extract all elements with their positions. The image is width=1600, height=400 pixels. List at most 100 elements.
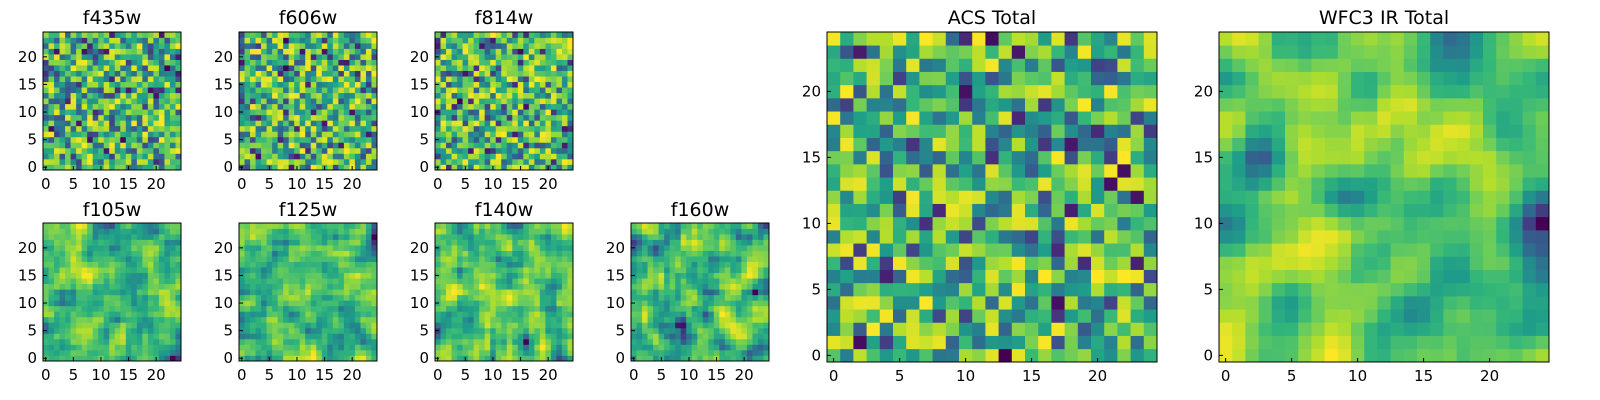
heatmap-cell — [827, 309, 841, 323]
heatmap-cell — [365, 305, 372, 312]
heatmap-cell — [175, 92, 182, 99]
heatmap-cell — [675, 228, 682, 235]
heatmap-cell — [534, 311, 541, 318]
heatmap-cell — [490, 76, 497, 83]
heatmap-cell — [1038, 296, 1052, 310]
heatmap-cell — [653, 267, 659, 274]
heatmap-cell — [305, 76, 312, 83]
heatmap-cell — [669, 245, 676, 251]
heatmap-cell — [142, 120, 149, 127]
heatmap-cell — [109, 355, 116, 362]
heatmap-cell — [556, 153, 563, 160]
heatmap-cell — [479, 158, 486, 165]
heatmap-cell — [81, 272, 88, 279]
heatmap-cell — [299, 278, 306, 285]
heatmap-cell — [250, 278, 256, 285]
heatmap-cell — [985, 150, 999, 165]
heatmap-cell — [103, 338, 110, 345]
heatmap-cell — [495, 355, 502, 362]
heatmap-cell — [479, 283, 486, 290]
heatmap-cell — [142, 158, 149, 165]
heatmap-cell — [153, 289, 160, 296]
heatmap-cell — [561, 250, 568, 257]
heatmap-cell — [305, 70, 312, 77]
heatmap-cell — [283, 355, 290, 362]
heatmap-cell — [893, 230, 907, 244]
heatmap-cell — [545, 48, 552, 55]
heatmap-cell — [266, 114, 273, 121]
heatmap-cell — [479, 153, 486, 160]
heatmap-cell — [332, 333, 339, 340]
heatmap-cell — [65, 283, 71, 290]
heatmap-cell — [349, 114, 356, 121]
heatmap-cell — [65, 48, 71, 55]
heatmap-cell — [840, 348, 854, 363]
heatmap-cell — [261, 355, 267, 362]
heatmap-cell — [893, 203, 907, 218]
heatmap-cell — [752, 267, 759, 274]
heatmap-cell — [92, 305, 99, 312]
heatmap-cell — [1143, 256, 1158, 270]
heatmap-cell — [299, 76, 306, 83]
heatmap-cell — [316, 32, 323, 38]
heatmap-cell — [43, 32, 49, 38]
heatmap-cell — [512, 239, 519, 246]
heatmap-cell — [98, 250, 105, 257]
heatmap-cell — [153, 43, 160, 49]
heatmap-cell — [354, 234, 361, 240]
heatmap-cell — [550, 294, 557, 301]
heatmap-cell — [244, 344, 251, 351]
heatmap-cell — [349, 294, 356, 301]
heatmap-cell — [283, 300, 290, 307]
heatmap-cell — [131, 131, 138, 138]
heatmap-cell — [697, 250, 704, 257]
heatmap-cell — [730, 355, 737, 362]
heatmap-cell — [528, 142, 535, 149]
heatmap-cell — [1130, 256, 1145, 270]
heatmap-cell — [457, 344, 463, 351]
heatmap-cell — [879, 230, 894, 244]
heatmap-cell — [120, 245, 127, 251]
heatmap-cell — [43, 125, 49, 132]
heatmap-cell — [338, 344, 345, 351]
heatmap-cell — [919, 203, 933, 218]
heatmap-cell — [153, 250, 160, 257]
heatmap-cell — [310, 355, 317, 362]
heatmap-cell — [697, 349, 704, 356]
heatmap-cell — [54, 234, 60, 240]
heatmap-cell — [708, 322, 715, 329]
heatmap-cell — [153, 261, 160, 268]
heatmap-cell — [59, 153, 66, 160]
heatmap-cell — [283, 278, 290, 285]
heatmap-cell — [664, 305, 670, 312]
heatmap-cell — [484, 81, 491, 88]
heatmap-cell — [365, 338, 372, 345]
heatmap-cell — [653, 344, 659, 351]
heatmap-cell — [288, 267, 295, 274]
heatmap-cell — [1038, 243, 1052, 257]
heatmap-cell — [332, 294, 339, 301]
heatmap-cell — [506, 327, 513, 334]
heatmap-cell — [59, 234, 66, 240]
heatmap-cell — [746, 300, 753, 307]
heatmap-cell — [120, 125, 127, 132]
heatmap-cell — [169, 349, 176, 356]
heatmap-cell — [338, 355, 345, 362]
heatmap-cell — [653, 228, 659, 235]
heatmap-cell — [114, 250, 121, 257]
heatmap-cell — [92, 355, 99, 362]
heatmap-cell — [59, 81, 66, 88]
heatmap-cell — [1077, 190, 1092, 204]
heatmap-cell — [81, 114, 88, 121]
heatmap-cell — [440, 147, 447, 154]
heatmap-cell — [719, 338, 726, 345]
heatmap-cell — [288, 272, 295, 279]
heatmap-cell — [501, 54, 508, 60]
heatmap-cell — [343, 114, 350, 121]
heatmap-cell — [501, 305, 508, 312]
heatmap-cell — [343, 81, 350, 88]
heatmap-cell — [136, 272, 143, 279]
heatmap-cell — [561, 267, 568, 274]
heatmap-cell — [440, 131, 447, 138]
heatmap-cell — [299, 250, 306, 257]
